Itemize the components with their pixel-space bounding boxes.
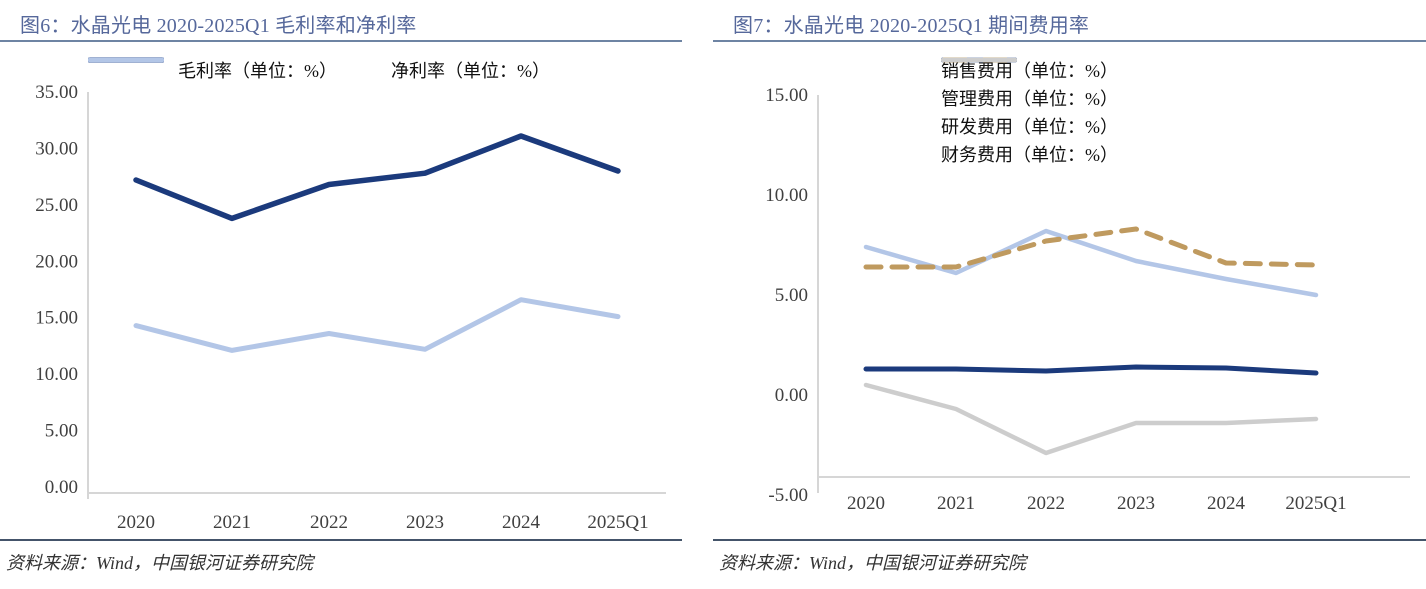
line-chart-expenses: -5.00 0.00 5.00 10.00 15.00 2020 2021 2022 2023 2… [765,85,1410,514]
x-tick-label: 2021 [937,493,975,514]
footer-divider [713,539,1426,541]
legend-item: 净利率（单位：%） [88,56,550,84]
chart-legend: 毛利率（单位：%） 净利率（单位：%） [88,56,640,84]
series-line-3 [863,382,1319,456]
chart-legend: 销售费用（单位：%） 管理费用（单位：%） 研发费用（单位：%） 财务费用（单位：%） [941,56,1118,168]
figure-title: 图7：水晶光电 2020-2025Q1 期间费用率 [733,15,1090,37]
x-tick-label: 2020 [847,493,885,514]
legend-item: 管理费用（单位：%） [941,57,1118,112]
series-line-0 [133,133,621,222]
y-tick-label: 25.00 [35,195,78,216]
figure-panel-6: 图6：水晶光电 2020-2025Q1 毛利率和净利率 0.00 5.00 10.0… [0,15,713,573]
y-tick-label: 20.00 [35,251,78,272]
y-tick-label: 35.00 [35,82,78,103]
legend-line-swatch [941,57,1017,63]
legend-label: 研发费用（单位：%） [941,117,1118,137]
chart-area-margins: 0.00 5.00 10.00 15.00 20.00 25.00 30.00 35.00 20… [0,44,713,538]
y-tick-label: -5.00 [768,485,808,506]
legend-item: 研发费用（单位：%） [941,57,1118,140]
x-tick-label: 2022 [310,512,348,533]
title-divider [713,40,1426,42]
y-tick-label: 30.00 [35,138,78,159]
legend-item: 毛利率（单位：%） [88,56,337,84]
legend-label: 财务费用（单位：%） [941,145,1118,165]
figure-panel-7: 图7：水晶光电 2020-2025Q1 期间费用率 -5.00 0.00 5.00 1… [713,0,1426,589]
line-chart-margins: 0.00 5.00 10.00 15.00 20.00 25.00 30.00 35.00 20… [35,82,666,533]
footer-divider [0,539,682,541]
legend-line-swatch [88,57,164,63]
y-tick-label: 0.00 [775,385,808,406]
x-tick-label: 2025Q1 [1285,493,1346,514]
x-tick-label: 2022 [1027,493,1065,514]
source-note: 资料来源：Wind，中国银河证券研究院 [719,553,1027,573]
y-tick-label: 10.00 [35,364,78,385]
series-line-1 [863,228,1319,298]
x-tick-label: 2023 [406,512,444,533]
y-tick-label: 0.00 [45,477,78,498]
legend-label: 销售费用（单位：%） [941,61,1118,81]
y-tick-label: 10.00 [765,185,808,206]
legend-item: 财务费用（单位：%） [941,57,1118,168]
figure-title: 图6：水晶光电 2020-2025Q1 毛利率和净利率 [20,15,417,37]
x-tick-label: 2021 [213,512,251,533]
legend-label: 净利率（单位：%） [391,61,550,81]
chart-area-expenses: -5.00 0.00 5.00 10.00 15.00 2020 2021 2022 2023 2… [713,44,1426,538]
source-note: 资料来源：Wind，中国银河证券研究院 [6,553,314,573]
y-tick-label: 15.00 [35,308,78,329]
y-tick-label: 15.00 [765,85,808,106]
legend-label: 毛利率（单位：%） [178,61,337,81]
x-tick-label: 2025Q1 [587,512,648,533]
x-tick-label: 2024 [502,512,541,533]
legend-label: 管理费用（单位：%） [941,89,1118,109]
series-line-0 [863,364,1319,376]
y-tick-label: 5.00 [775,285,808,306]
x-tick-label: 2020 [117,512,155,533]
x-tick-label: 2023 [1117,493,1155,514]
title-divider [0,40,682,42]
series-line-1 [133,297,621,353]
y-tick-label: 5.00 [45,421,78,442]
x-tick-label: 2024 [1207,493,1246,514]
